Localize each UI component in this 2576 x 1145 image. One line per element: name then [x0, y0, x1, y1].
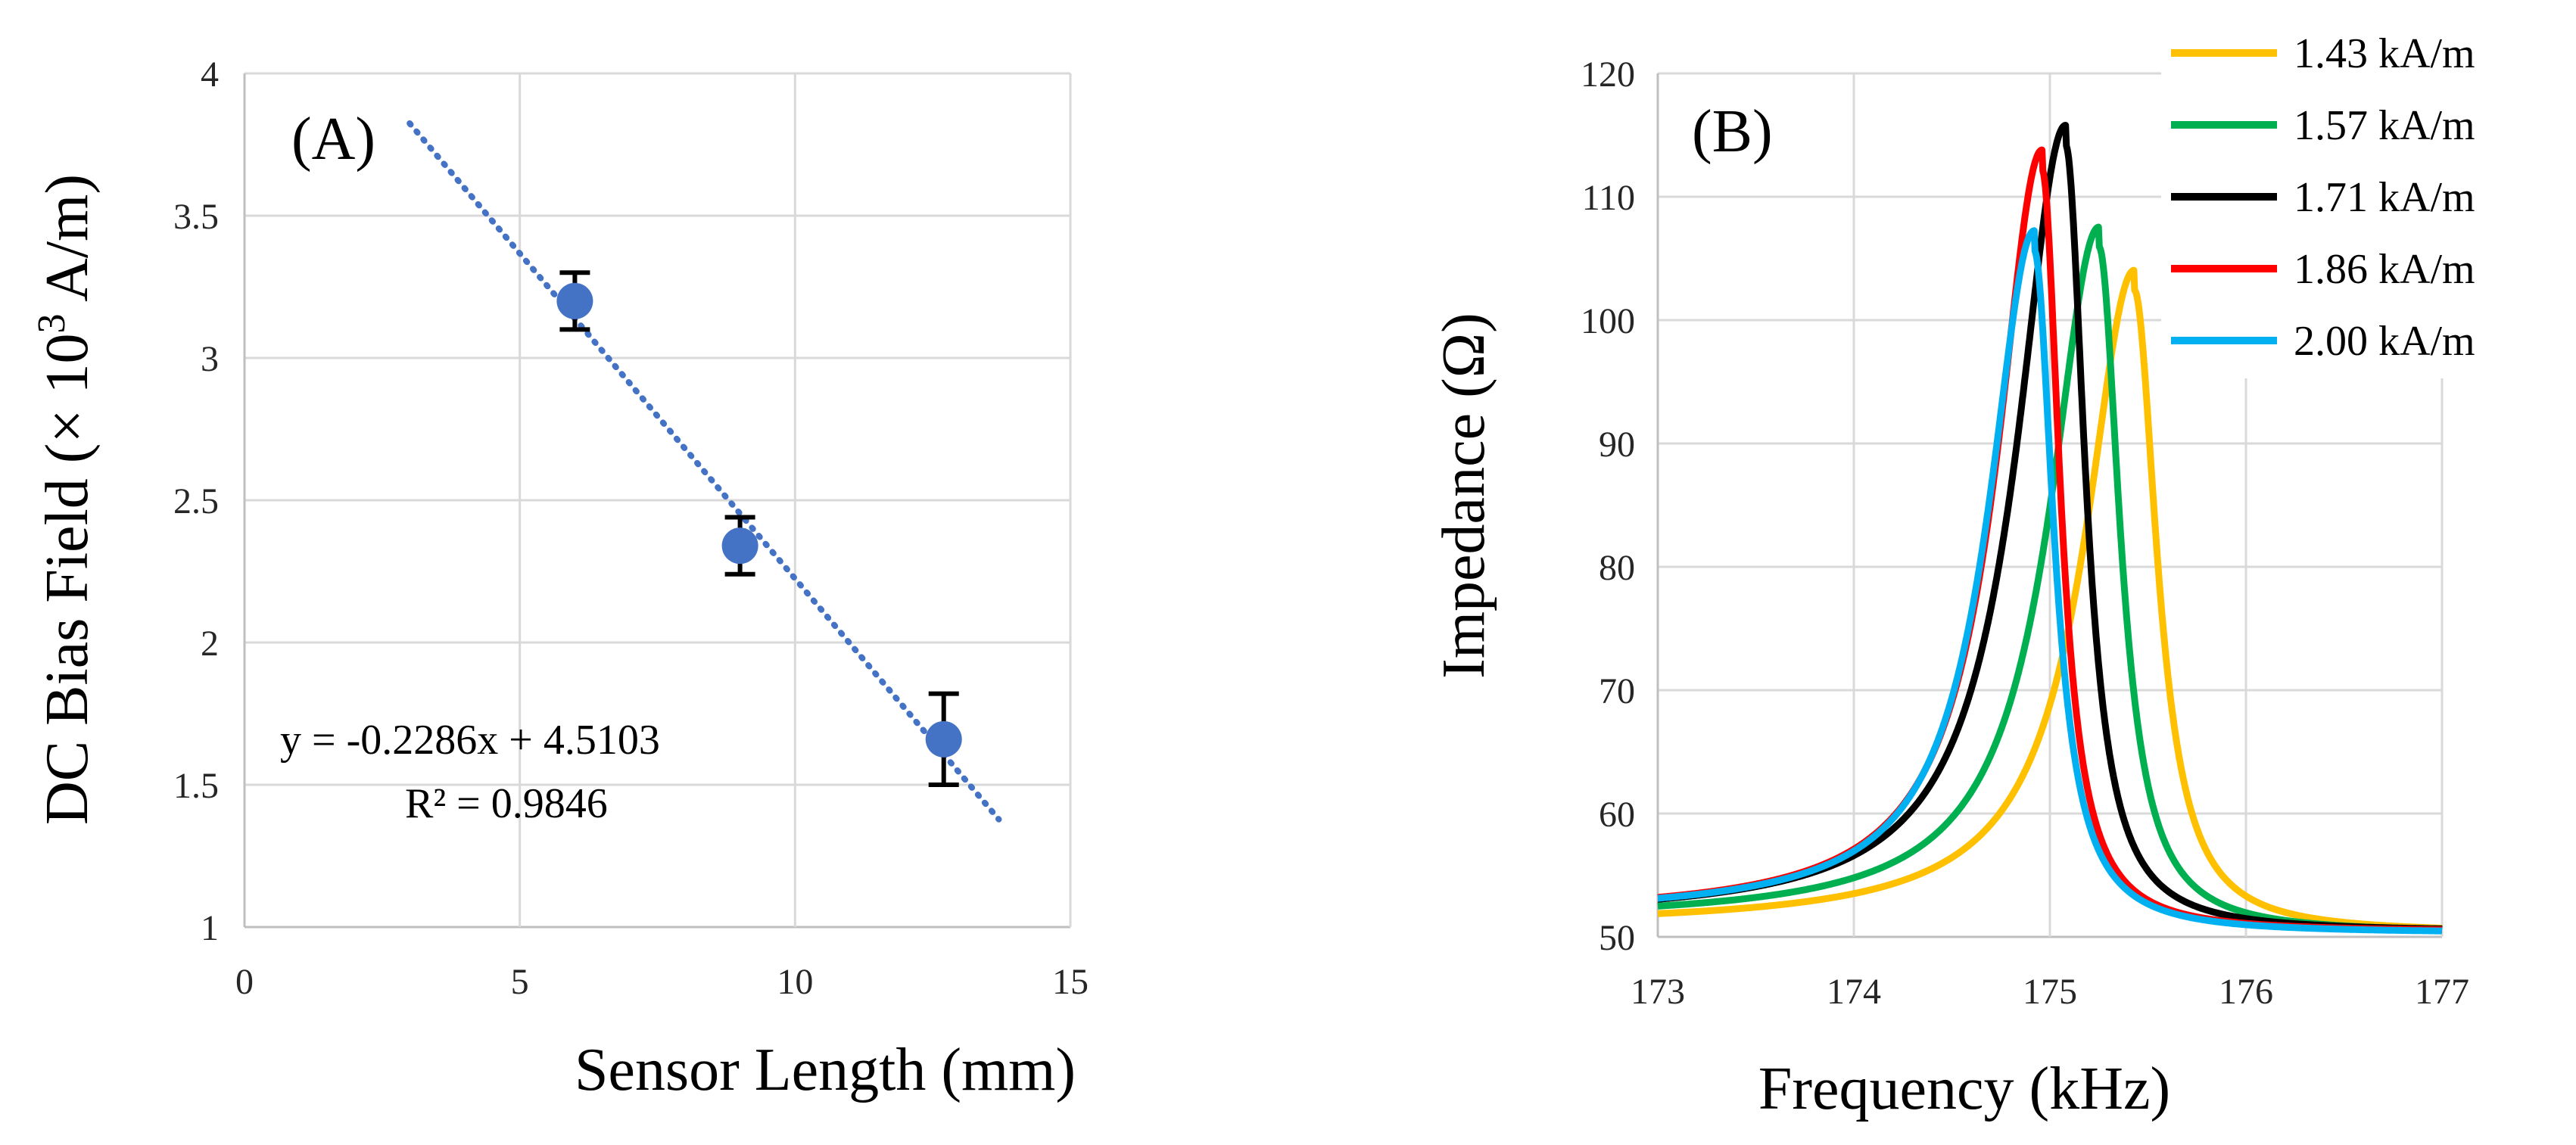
panel-b-x-axis-title: Frequency (kHz) — [1758, 1056, 2170, 1122]
data-point — [925, 720, 962, 758]
panel-a-x-tick-label: 5 — [511, 962, 529, 1002]
panel-b-y-tick-label: 70 — [1599, 671, 1635, 711]
panel-b-series-lines — [1655, 122, 2445, 935]
trendline — [406, 120, 1002, 823]
panel-a-x-tick-label: 0 — [235, 962, 254, 1002]
panel-b-y-tick-label: 110 — [1582, 178, 1635, 218]
panel-b-label: (B) — [1692, 98, 1773, 165]
y-axis-title-main: DC Bias Field (× 10 — [34, 333, 101, 825]
panel-b-y-axis-title: Impedance (Ω) — [1431, 313, 1497, 679]
panel-a-y-tick-label: 4 — [201, 54, 219, 95]
panel-a-y-tick-label: 3 — [201, 339, 219, 379]
panel-b-y-tick-label: 50 — [1599, 918, 1635, 958]
panel-b-x-tick-label: 177 — [2415, 972, 2469, 1012]
panel-b-y-tick-label: 80 — [1599, 548, 1635, 588]
panel-a-y-axis-title: DC Bias Field (× 103 A/m) — [30, 174, 101, 825]
legend-label: 1.57 kA/m — [2294, 102, 2475, 149]
legend-label: 1.71 kA/m — [2294, 174, 2475, 221]
r-squared: R² = 0.9846 — [405, 780, 608, 827]
panel-a-x-tick-label: 10 — [777, 962, 813, 1002]
panel-b-x-tick-label: 173 — [1631, 972, 1685, 1012]
panel-a-x-tick-label: 15 — [1052, 962, 1089, 1002]
panel-a-label: (A) — [291, 106, 375, 173]
panel-b-y-tick-label: 60 — [1599, 795, 1635, 835]
y-axis-title-tail: A/m) — [34, 174, 101, 313]
panel-a-grid — [243, 72, 1072, 929]
panel-a-x-axis-title: Sensor Length (mm) — [575, 1037, 1076, 1103]
panel-a: 0 5 10 15 1 1.5 2 2.5 3 3.5 4 (A) y = -0.2286x + … — [30, 54, 1089, 1103]
panel-b-x-tick-label: 175 — [2023, 972, 2077, 1012]
panel-b-y-tick-label: 120 — [1581, 54, 1635, 95]
legend-label: 1.86 kA/m — [2294, 246, 2475, 293]
panel-a-y-tick-label: 2.5 — [173, 481, 219, 521]
panel-a-y-tick-label: 1 — [201, 908, 219, 948]
series-line — [1655, 227, 2445, 935]
panel-a-y-ticks: 1 1.5 2 2.5 3 3.5 4 — [173, 54, 219, 948]
panel-b-legend: 1.43 kA/m 1.57 kA/m 1.71 kA/m 1.86 kA/m 2.00… — [2161, 23, 2570, 378]
data-point — [721, 527, 758, 565]
series-line — [1655, 266, 2445, 932]
panel-b-x-tick-label: 176 — [2219, 972, 2273, 1012]
legend-label: 1.43 kA/m — [2294, 30, 2475, 77]
panel-a-y-tick-label: 3.5 — [173, 197, 219, 237]
panel-b-y-tick-label: 100 — [1581, 301, 1635, 341]
panel-b-x-tick-label: 174 — [1827, 972, 1881, 1012]
panel-b-x-ticks: 173 174 175 176 177 — [1631, 972, 2469, 1012]
panel-b-y-tick-label: 90 — [1599, 425, 1635, 465]
panel-a-y-tick-label: 2 — [201, 624, 219, 664]
panel-a-trendline-group — [406, 120, 1002, 823]
trendline-equation: y = -0.2286x + 4.5103 — [280, 717, 660, 764]
y-axis-title-superscript: 3 — [30, 313, 73, 333]
panel-a-y-tick-label: 1.5 — [173, 766, 219, 806]
data-point — [556, 282, 593, 319]
legend-label: 2.00 kA/m — [2294, 318, 2475, 365]
panel-b-y-ticks: 50 60 70 80 90 100 110 120 — [1581, 54, 1635, 958]
panel-a-points — [556, 270, 962, 787]
panel-a-x-ticks: 0 5 10 15 — [235, 962, 1089, 1002]
